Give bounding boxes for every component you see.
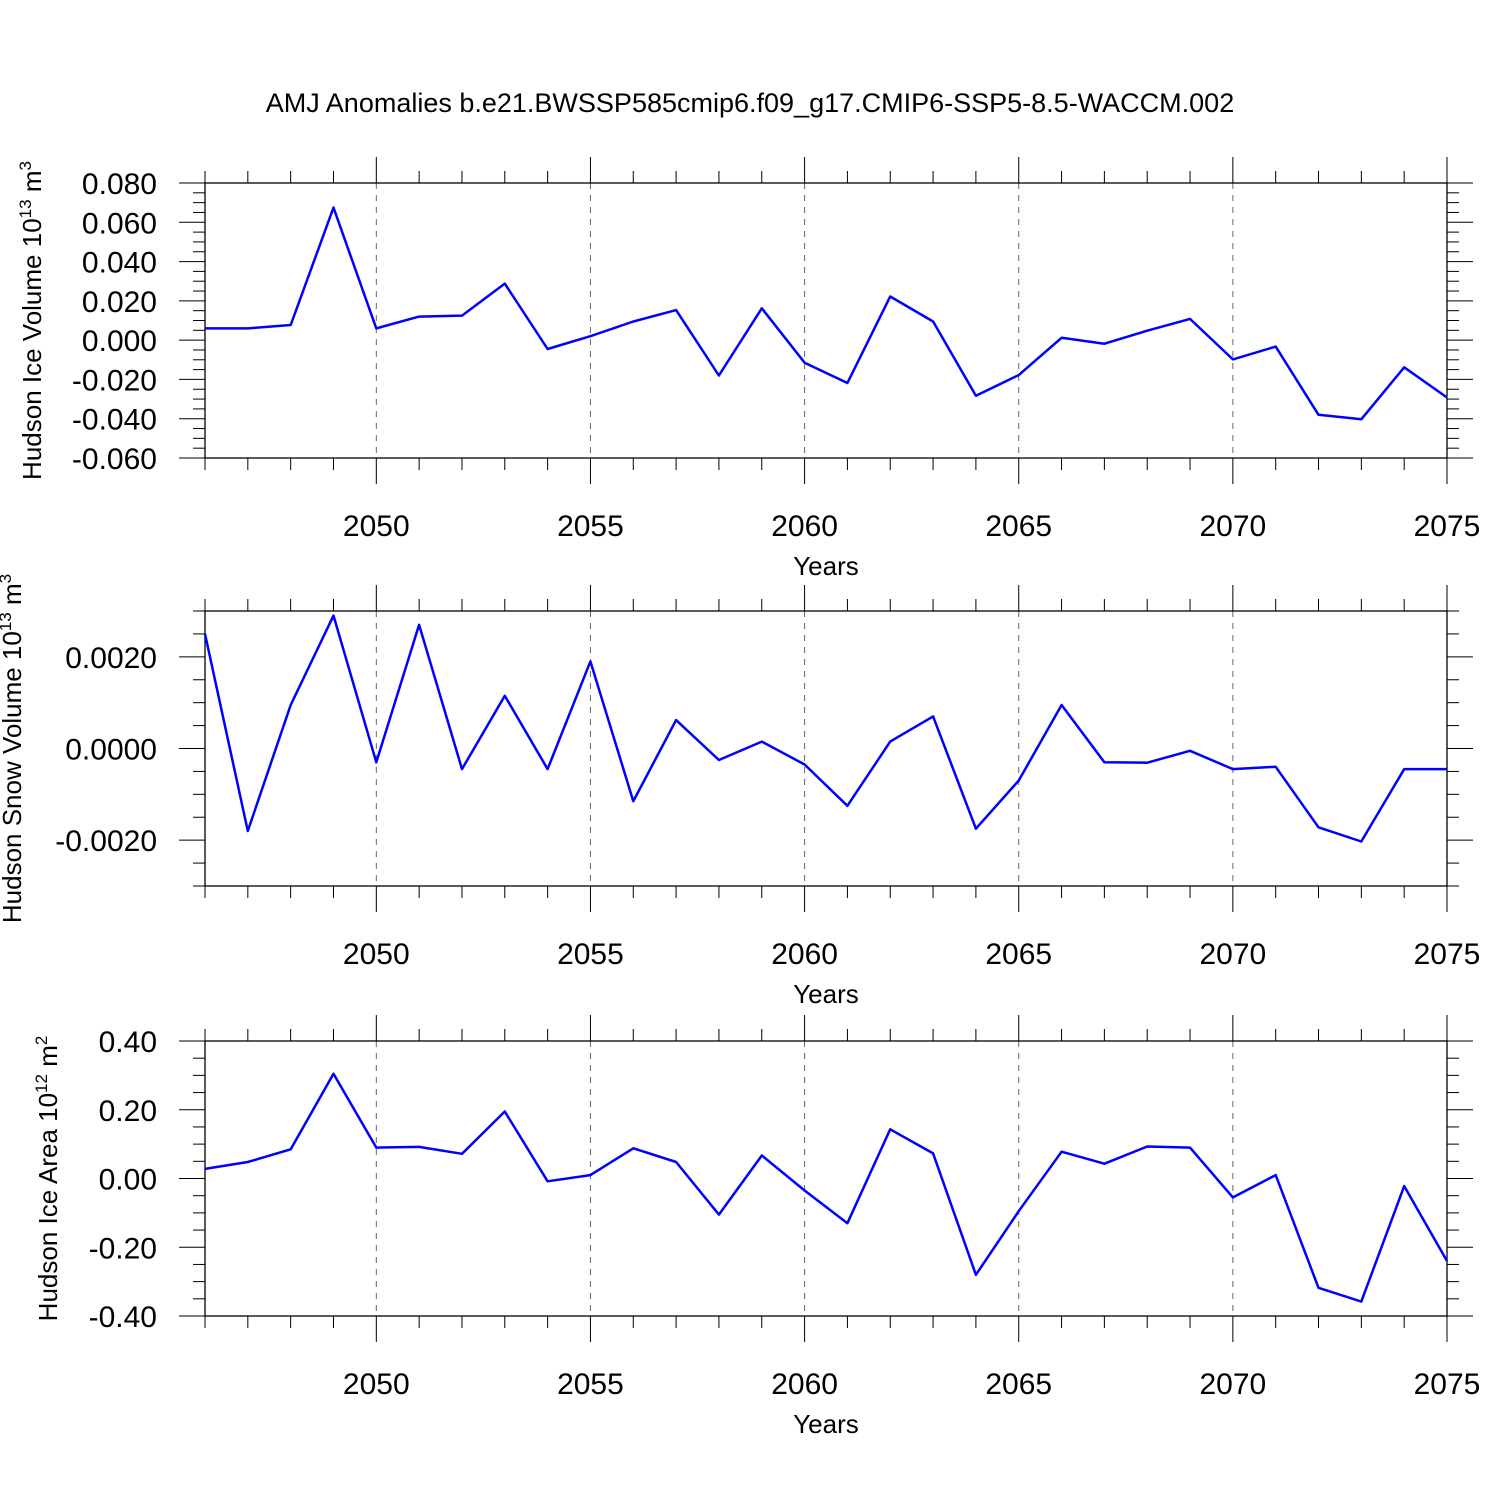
y-axis-title-main: Hudson Ice Area 10 bbox=[33, 1093, 63, 1321]
x-tick-label: 2060 bbox=[771, 1368, 838, 1401]
x-axis-title: Years bbox=[793, 1409, 859, 1439]
y-tick-label: 0.20 bbox=[99, 1095, 157, 1128]
y-tick-label: -0.020 bbox=[72, 364, 157, 397]
x-tick-label: 2055 bbox=[557, 938, 624, 971]
y-axis-title: Hudson Snow Volume 1013 m3 bbox=[0, 574, 27, 923]
y-tick-label: -0.040 bbox=[72, 404, 157, 437]
x-tick-label: 2050 bbox=[343, 1368, 410, 1401]
y-axis-title: Hudson Ice Volume 1013 m3 bbox=[16, 161, 47, 480]
y-tick-label: -0.40 bbox=[89, 1301, 157, 1334]
y-axis-title-unit-exponent: 3 bbox=[0, 574, 15, 583]
y-tick-label: 0.40 bbox=[99, 1026, 157, 1059]
series-line bbox=[204, 1072, 1449, 1303]
y-tick-label: -0.20 bbox=[89, 1232, 157, 1265]
plot-frame bbox=[204, 610, 1448, 887]
x-tick-label: 2060 bbox=[771, 938, 838, 971]
y-tick-label: 0.080 bbox=[82, 168, 157, 201]
x-tick-label: 2060 bbox=[771, 510, 838, 543]
x-tick-label: 2070 bbox=[1199, 1368, 1266, 1401]
y-tick-label: 0.0000 bbox=[65, 734, 157, 767]
x-axis-title: Years bbox=[793, 979, 859, 1009]
chart-panels: -0.060 -0.040 -0.020 0.000 0.020 0.040 0.060 0.… bbox=[0, 157, 1480, 1439]
x-tick-label: 2065 bbox=[985, 510, 1052, 543]
chart-panel-1: -0.060 -0.040 -0.020 0.000 0.020 0.040 0.060 0.… bbox=[16, 157, 1480, 581]
x-tick-label: 2050 bbox=[343, 510, 410, 543]
series-line bbox=[205, 206, 1448, 421]
x-axis-title: Years bbox=[793, 551, 859, 581]
x-tick-label: 2050 bbox=[343, 938, 410, 971]
x-tick-label: 2070 bbox=[1199, 938, 1266, 971]
x-tick-label: 2065 bbox=[985, 938, 1052, 971]
x-tick-label: 2055 bbox=[557, 510, 624, 543]
y-axis-title-exponent: 12 bbox=[32, 1074, 51, 1093]
y-axis-title-main: Hudson Ice Volume 10 bbox=[17, 218, 47, 480]
y-tick-label: 0.020 bbox=[82, 286, 157, 319]
y-tick-label: -0.060 bbox=[72, 443, 157, 476]
y-axis-title-unit: m bbox=[0, 583, 27, 612]
figure-title: AMJ Anomalies b.e21.BWSSP585cmip6.f09_g1… bbox=[266, 88, 1234, 118]
y-axis-title-unit-exponent: 3 bbox=[16, 161, 35, 170]
chart-panel-3: -0.40 -0.20 0.00 0.20 0.40 2050 2055 2060 2065 20… bbox=[32, 1015, 1480, 1439]
y-tick-label: 0.00 bbox=[99, 1164, 157, 1197]
x-tick-label: 2070 bbox=[1199, 510, 1266, 543]
chart-panel-2: -0.0020 0.0000 0.0020 2050 2055 2060 2065 2070 2… bbox=[0, 574, 1480, 1009]
y-axis-title-exponent: 13 bbox=[0, 612, 15, 631]
x-tick-label: 2075 bbox=[1414, 510, 1481, 543]
x-tick-label: 2075 bbox=[1414, 1368, 1481, 1401]
y-axis-title-exponent: 13 bbox=[16, 199, 35, 218]
y-axis-title-main: Hudson Snow Volume 10 bbox=[0, 631, 27, 923]
y-tick-label: -0.0020 bbox=[55, 825, 157, 858]
y-axis-title-unit: m bbox=[33, 1045, 63, 1074]
y-axis-title-unit: m bbox=[17, 171, 47, 200]
y-axis-title: Hudson Ice Area 1012 m2 bbox=[32, 1036, 63, 1322]
series-line bbox=[203, 614, 1447, 843]
x-tick-label: 2055 bbox=[557, 1368, 624, 1401]
y-axis-title-unit-exponent: 2 bbox=[32, 1036, 51, 1045]
y-tick-label: 0.000 bbox=[82, 325, 157, 358]
y-tick-label: 0.040 bbox=[82, 247, 157, 280]
y-tick-label: 0.0020 bbox=[65, 642, 157, 675]
y-tick-label: 0.060 bbox=[82, 207, 157, 240]
plot-frame bbox=[204, 1040, 1448, 1317]
x-tick-label: 2065 bbox=[985, 1368, 1052, 1401]
plot-frame bbox=[204, 182, 1448, 459]
x-tick-label: 2075 bbox=[1414, 938, 1481, 971]
